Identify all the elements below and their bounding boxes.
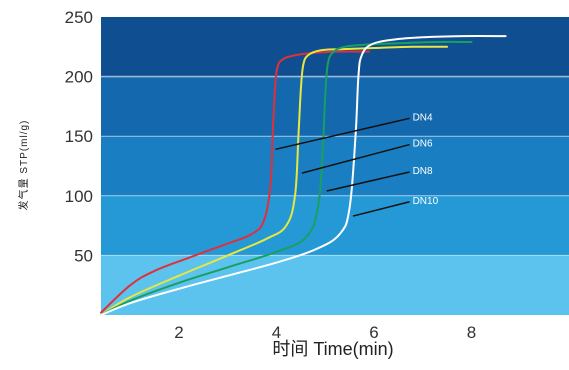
- background-band: [101, 136, 569, 196]
- series-lines: [100, 35, 507, 316]
- y-tick-label: 50: [74, 246, 93, 265]
- y-axis-label: 发气量 STP(ml/g): [17, 120, 30, 211]
- annotation-label-dn10: DN10: [413, 196, 439, 207]
- background-band: [101, 255, 569, 315]
- x-axis-ticks: 2 4 6 8: [174, 323, 476, 342]
- annotation-label-dn8: DN8: [413, 166, 433, 177]
- y-axis-ticks: 50 100 150 200 250: [65, 8, 93, 265]
- leader-line-dn4: [275, 117, 410, 151]
- annotation-labels: DN4 DN6 DN8 DN10: [413, 112, 439, 206]
- leader-line-dn10: [352, 201, 410, 217]
- leader-line-dn8: [326, 171, 410, 192]
- background-band: [101, 76, 569, 137]
- y-tick-label: 100: [65, 187, 93, 206]
- y-tick-label: 250: [65, 8, 93, 27]
- y-tick-label: 150: [65, 127, 93, 146]
- leader-line-dn6: [301, 143, 410, 174]
- x-axis-label: 时间 Time(min): [272, 339, 393, 359]
- series-line-dn4: [100, 50, 371, 314]
- series-line-dn10: [100, 35, 507, 316]
- annotation-leader-lines: [275, 117, 410, 217]
- y-tick-label: 200: [65, 68, 93, 87]
- annotation-label-dn6: DN6: [413, 139, 433, 150]
- series-line-dn8: [100, 40, 473, 316]
- x-tick-label: 2: [174, 323, 183, 342]
- background-band: [101, 17, 569, 77]
- x-tick-label: 8: [467, 323, 476, 342]
- background-band: [101, 195, 569, 256]
- x-tick-label: 4: [272, 323, 281, 342]
- x-tick-label: 6: [369, 323, 378, 342]
- series-line-dn6: [100, 45, 449, 316]
- plot-background-bands: [101, 17, 569, 315]
- annotation-label-dn4: DN4: [413, 112, 433, 123]
